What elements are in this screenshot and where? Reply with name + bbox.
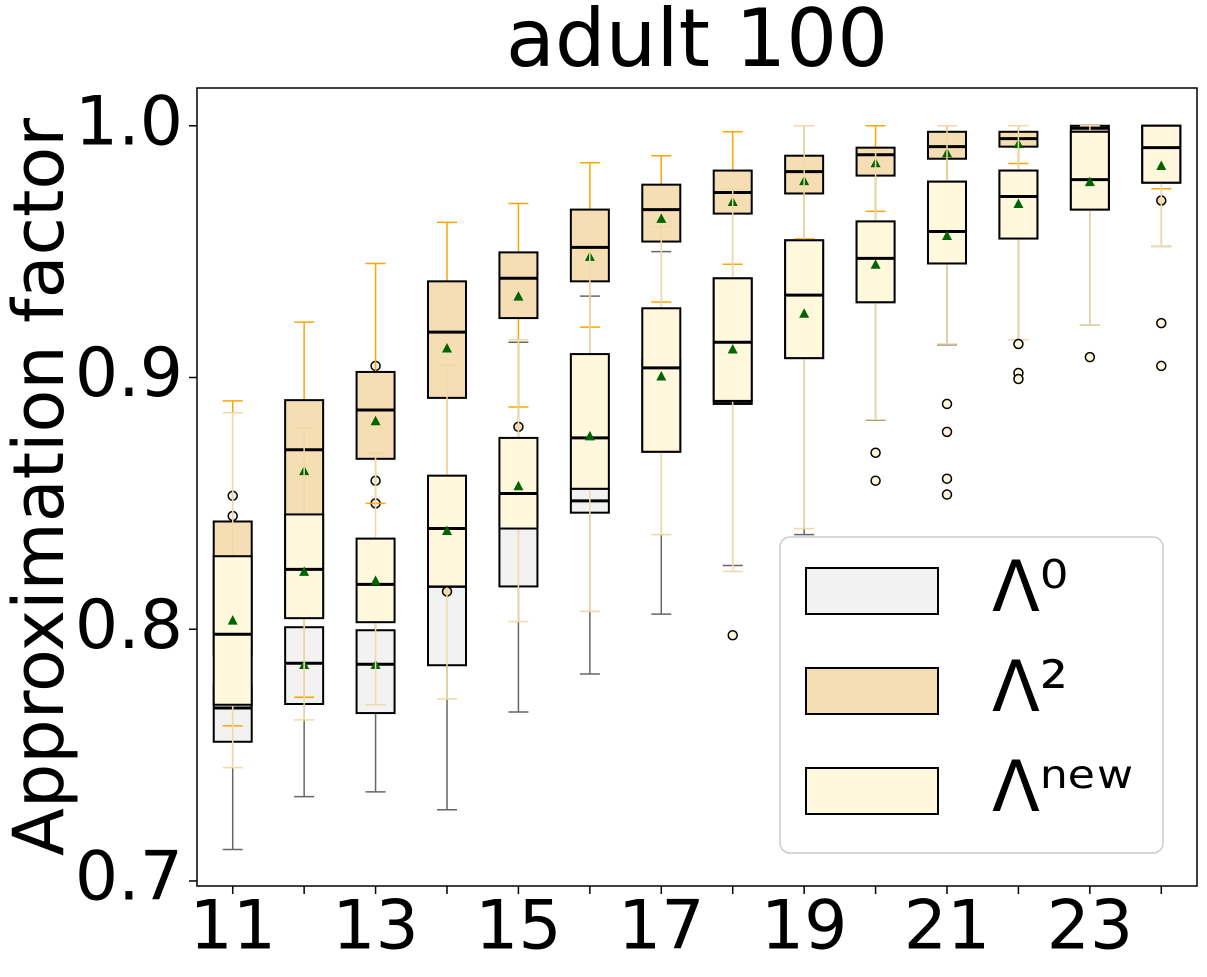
box xyxy=(569,353,610,490)
x-tick-label: 15 xyxy=(475,887,562,966)
mean-marker xyxy=(370,415,381,426)
flier xyxy=(870,475,881,486)
mean-marker xyxy=(299,566,310,576)
flier xyxy=(727,630,738,641)
mean-marker xyxy=(727,344,738,354)
flier xyxy=(1156,317,1167,329)
legend-swatch xyxy=(805,767,939,815)
mean-marker xyxy=(942,230,952,241)
box xyxy=(355,370,396,460)
flier xyxy=(1013,373,1024,385)
mean-marker xyxy=(513,291,524,301)
box xyxy=(284,513,325,620)
flier xyxy=(941,473,953,484)
box xyxy=(927,180,967,265)
flier xyxy=(1084,351,1096,363)
mean-marker xyxy=(1013,198,1024,209)
mean-marker xyxy=(513,480,524,491)
x-tick-label: 17 xyxy=(618,887,705,966)
mean-marker xyxy=(656,370,667,381)
box xyxy=(1141,124,1182,184)
mean-marker xyxy=(442,343,452,353)
x-tick-label: 13 xyxy=(332,887,419,966)
mean-marker xyxy=(370,575,381,585)
box xyxy=(784,239,825,360)
box xyxy=(498,251,539,320)
legend-label: Λ⁰ xyxy=(992,546,1068,628)
mean-marker xyxy=(1156,160,1167,171)
mean-marker xyxy=(799,308,810,318)
x-tick-label: 19 xyxy=(761,887,848,966)
y-tick-label: 1.0 xyxy=(75,82,183,161)
chart-title: adult 100 xyxy=(506,0,888,85)
flier xyxy=(1013,338,1024,350)
flier xyxy=(941,398,953,410)
y-tick-label: 0.9 xyxy=(75,334,183,413)
flier xyxy=(1156,360,1167,372)
mean-marker xyxy=(656,213,667,223)
mean-marker xyxy=(227,615,238,625)
box xyxy=(212,555,253,706)
y-axis-label: Approximation factor xyxy=(0,118,80,856)
legend-label: Λⁿᵉʷ xyxy=(992,746,1133,828)
y-tick-label: 0.8 xyxy=(75,586,183,665)
flier xyxy=(941,489,953,500)
legend-swatch xyxy=(805,667,939,715)
x-tick-label: 21 xyxy=(904,887,991,966)
y-tick-label: 0.7 xyxy=(75,838,183,917)
mean-marker xyxy=(870,259,881,269)
legend-swatch xyxy=(805,567,939,615)
box xyxy=(712,277,753,402)
mean-marker xyxy=(442,525,452,536)
mean-marker xyxy=(1084,176,1095,187)
legend-label: Λ² xyxy=(992,646,1068,728)
box xyxy=(1069,130,1110,211)
mean-marker xyxy=(584,430,595,441)
plot-frame xyxy=(196,87,1198,887)
flier xyxy=(870,447,881,459)
x-tick-label: 23 xyxy=(1047,887,1134,966)
x-tick-label: 11 xyxy=(189,887,276,966)
flier xyxy=(941,426,953,438)
